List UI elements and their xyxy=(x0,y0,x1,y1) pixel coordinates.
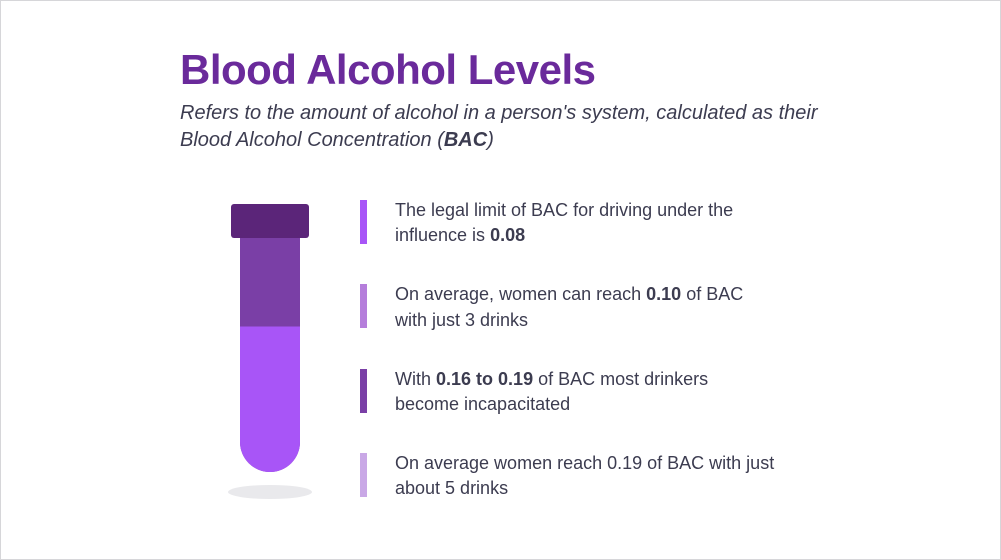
fact-text: With 0.16 to 0.19 of BAC most drinkers b… xyxy=(395,367,775,417)
subtitle-bold: BAC xyxy=(444,129,487,151)
facts-list: The legal limit of BAC for driving under… xyxy=(360,192,1001,536)
subtitle-suffix: ) xyxy=(487,129,494,151)
fact-text-pre: With xyxy=(395,369,436,389)
fact-row: With 0.16 to 0.19 of BAC most drinkers b… xyxy=(360,367,1001,417)
page-title: Blood Alcohol Levels xyxy=(180,48,1001,92)
fact-accent-bar xyxy=(360,369,367,413)
fact-text-bold: 0.08 xyxy=(490,225,525,245)
fact-text-pre: The legal limit of BAC for driving under… xyxy=(395,200,733,245)
subtitle-prefix: Refers to the amount of alcohol in a per… xyxy=(180,102,817,151)
fact-row: On average, women can reach 0.10 of BAC … xyxy=(360,282,1001,332)
test-tube-icon xyxy=(215,192,325,502)
body-area: The legal limit of BAC for driving under… xyxy=(180,192,1001,536)
fact-text: On average women reach 0.19 of BAC with … xyxy=(395,451,775,501)
fact-text: On average, women can reach 0.10 of BAC … xyxy=(395,282,775,332)
fact-text-pre: On average, women can reach xyxy=(395,284,646,304)
fact-accent-bar xyxy=(360,453,367,497)
subtitle: Refers to the amount of alcohol in a per… xyxy=(180,100,820,154)
fact-row: On average women reach 0.19 of BAC with … xyxy=(360,451,1001,501)
fact-text: The legal limit of BAC for driving under… xyxy=(395,198,775,248)
test-tube-illustration xyxy=(180,192,360,502)
content-area: Blood Alcohol Levels Refers to the amoun… xyxy=(0,0,1001,536)
fact-text-pre: On average women reach 0.19 of BAC with … xyxy=(395,453,774,498)
fact-text-bold: 0.10 xyxy=(646,284,681,304)
fact-text-bold: 0.16 to 0.19 xyxy=(436,369,533,389)
fact-row: The legal limit of BAC for driving under… xyxy=(360,198,1001,248)
fact-accent-bar xyxy=(360,200,367,244)
fact-accent-bar xyxy=(360,284,367,328)
